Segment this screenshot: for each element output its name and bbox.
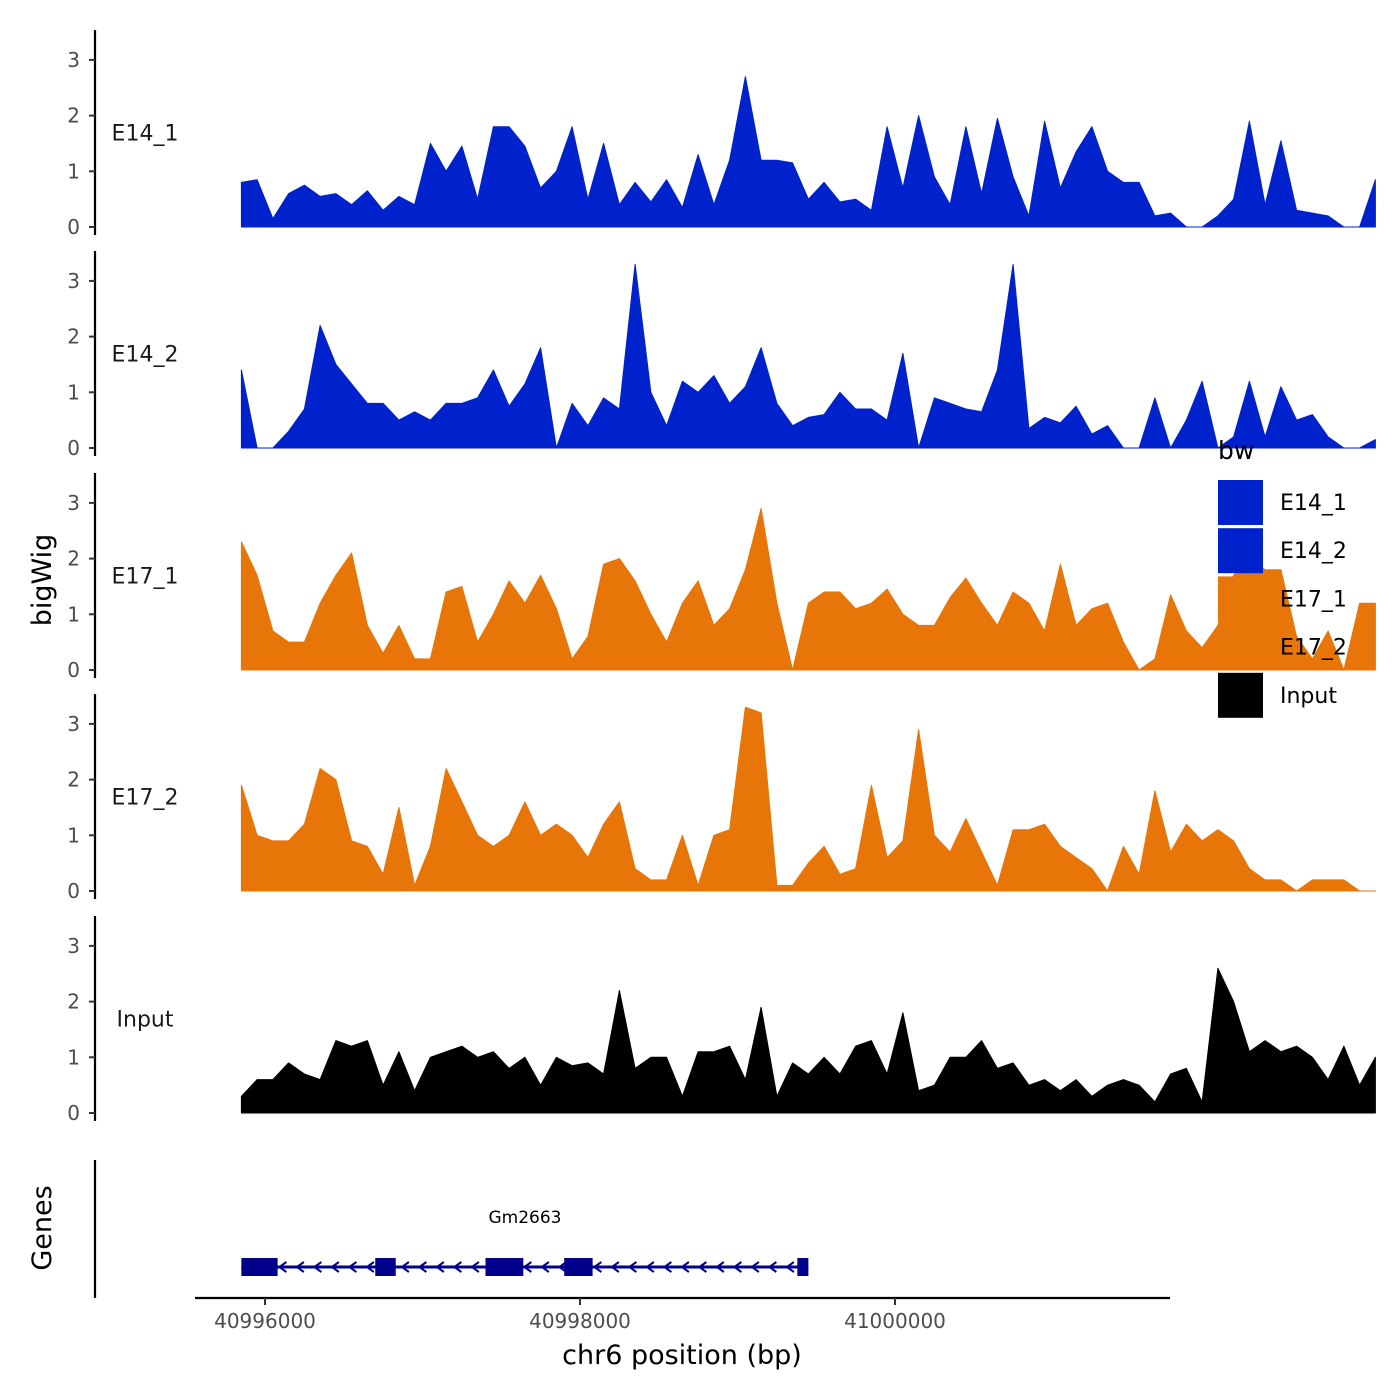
strand-arrow <box>277 1261 287 1273</box>
strand-arrow <box>540 1261 550 1273</box>
legend-label: E14_2 <box>1280 539 1347 564</box>
exon <box>797 1258 809 1276</box>
strand-arrow <box>627 1261 637 1273</box>
legend-label: E17_1 <box>1280 587 1347 612</box>
strand-arrow <box>295 1261 305 1273</box>
legend-label: Input <box>1280 684 1337 709</box>
strand-arrow <box>330 1261 340 1273</box>
track-input: 0 1 2 3 Input <box>67 916 1376 1125</box>
legend-swatch <box>1218 480 1263 525</box>
bigwig-tracks: 0 1 2 3 E14_1 0 1 2 3 E14_2 0 1 2 3 E17_1 0 1 2 3 E17_2 0 1 2 3… <box>67 30 1376 1125</box>
track-e17-1: 0 1 2 3 E17_1 <box>67 473 1376 682</box>
strand-arrow <box>732 1261 742 1273</box>
y-tick-label: 3 <box>67 934 80 958</box>
track-label: Input <box>117 1007 174 1032</box>
strand-arrow <box>697 1261 707 1273</box>
strand-arrow <box>417 1261 427 1273</box>
coverage-area <box>240 508 1376 671</box>
gene-track-title: Genes <box>27 1185 58 1270</box>
strand-arrow <box>680 1261 690 1273</box>
y-tick-label: 0 <box>67 436 80 460</box>
legend-swatch <box>1218 624 1263 670</box>
strand-arrow <box>750 1261 760 1273</box>
y-tick-label: 3 <box>67 48 80 72</box>
strand-arrow <box>470 1261 480 1273</box>
x-axis: 40996000 40998000 41000000 <box>195 1296 1170 1333</box>
y-tick-label: 1 <box>67 1045 80 1069</box>
exon <box>375 1258 396 1276</box>
track-e14-1: 0 1 2 3 E14_1 <box>67 30 1376 239</box>
track-e14-2: 0 1 2 3 E14_2 <box>67 251 1376 460</box>
y-tick-label: 3 <box>67 491 80 515</box>
strand-arrow <box>522 1261 532 1273</box>
legend-label: E14_1 <box>1280 491 1347 516</box>
track-label: E17_1 <box>112 564 179 589</box>
strand-arrow <box>312 1261 322 1273</box>
strand-arrow <box>435 1261 445 1273</box>
y-tick-label: 1 <box>67 159 80 183</box>
x-tick-label: 41000000 <box>844 1309 946 1333</box>
coverage-area <box>240 76 1376 228</box>
y-tick-label: 3 <box>67 712 80 736</box>
strand-arrow <box>767 1261 777 1273</box>
track-label: E17_2 <box>112 785 179 810</box>
y-tick-label: 2 <box>67 104 80 128</box>
y-tick-label: 3 <box>67 269 80 293</box>
y-axis-title: bigWig <box>27 534 58 627</box>
y-tick-label: 1 <box>67 380 80 404</box>
legend-swatch <box>1218 576 1263 622</box>
track-e17-2: 0 1 2 3 E17_2 <box>67 694 1376 903</box>
y-tick-label: 2 <box>67 768 80 792</box>
coverage-area <box>240 263 1376 449</box>
y-tick-label: 1 <box>67 602 80 626</box>
coverage-area <box>240 967 1376 1114</box>
track-label: E14_1 <box>112 121 179 146</box>
track-label: E14_2 <box>112 342 179 367</box>
exon <box>241 1258 278 1276</box>
strand-arrow <box>715 1261 725 1273</box>
y-tick-label: 2 <box>67 990 80 1014</box>
x-tick-label: 40998000 <box>529 1309 631 1333</box>
legend-title: bw <box>1218 436 1254 465</box>
strand-arrow <box>662 1261 672 1273</box>
coverage-area <box>240 706 1376 892</box>
x-tick-label: 40996000 <box>214 1309 316 1333</box>
strand-arrow <box>785 1261 795 1273</box>
y-tick-label: 0 <box>67 1101 80 1125</box>
strand-arrow <box>347 1261 357 1273</box>
gene-track: Gm2663 <box>93 1160 809 1298</box>
exon <box>485 1258 524 1276</box>
strand-arrow <box>610 1261 620 1273</box>
legend-swatch <box>1218 672 1263 718</box>
legend: bw E14_1 E14_2 E17_1 E17_2 Input <box>1218 436 1347 718</box>
strand-arrow <box>592 1261 602 1273</box>
x-axis-title: chr6 position (bp) <box>562 1340 802 1371</box>
y-tick-label: 0 <box>67 658 80 682</box>
strand-arrow <box>645 1261 655 1273</box>
legend-swatch <box>1218 528 1263 574</box>
y-tick-label: 0 <box>67 215 80 239</box>
y-tick-label: 2 <box>67 547 80 571</box>
strand-arrow <box>452 1261 462 1273</box>
y-tick-label: 2 <box>67 325 80 349</box>
y-tick-label: 1 <box>67 823 80 847</box>
strand-arrow <box>400 1261 410 1273</box>
strand-arrow <box>365 1261 375 1273</box>
y-tick-label: 0 <box>67 879 80 903</box>
gene-name-label: Gm2663 <box>489 1208 562 1228</box>
strand-arrow <box>557 1261 567 1273</box>
legend-label: E17_2 <box>1280 636 1347 661</box>
exon <box>564 1258 593 1276</box>
